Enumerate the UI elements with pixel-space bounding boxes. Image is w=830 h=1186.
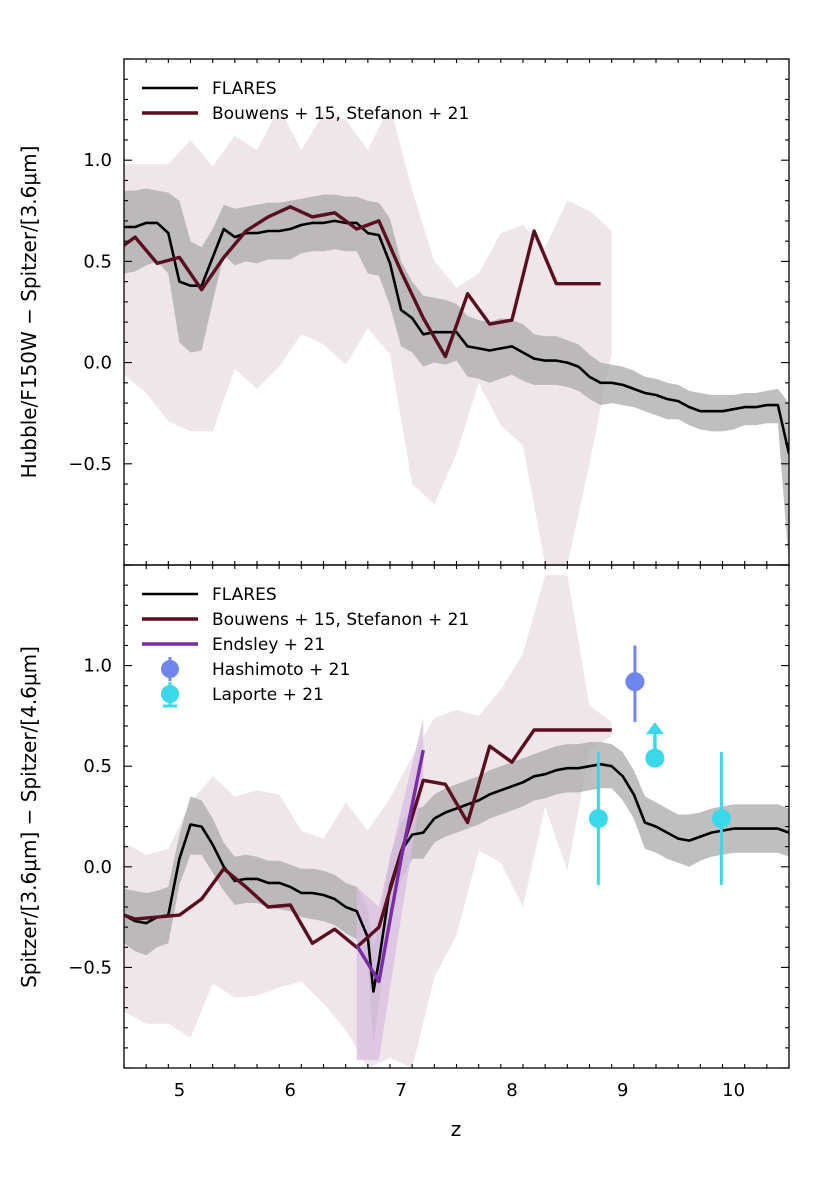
top-panel: −0.5 0.0 0.5 1.0 FLARES Bouwens + 15, Stefan…: [68, 58, 790, 566]
top-legend-label: FLARES: [212, 79, 277, 99]
top-legend-item-bouwens-15-stefanon-21: Bouwens + 15, Stefanon + 21: [142, 104, 469, 124]
bottom-legend-item-endsley-21: Endsley + 21: [142, 635, 325, 655]
bottom-x-tick-label: 9: [617, 1080, 628, 1101]
bottom-point-laporte-21-3: [711, 752, 731, 885]
bottom-x-tick-label: 5: [174, 1080, 185, 1101]
top-series-flares: [124, 219, 789, 454]
bottom-legend-label: FLARES: [212, 585, 277, 605]
bottom-legend-item-bouwens-15-stefanon-21: Bouwens + 15, Stefanon + 21: [142, 610, 469, 630]
x-axis-label: z: [451, 1117, 462, 1141]
bottom-plot-area: −0.5 0.0 0.5 1.0 5 6 7 8 9 10: [68, 564, 790, 1101]
bottom-point-laporte-21-1: [588, 752, 608, 885]
top-series-bouwens-15-stefanon-21: [124, 205, 601, 359]
bottom-y-tick-label: 0.0: [83, 857, 112, 878]
bottom-y-tick-label: −0.5: [68, 957, 112, 978]
bottom-legend-item-laporte-21: Laporte + 21: [161, 682, 324, 708]
top-y-tick-label: 0.0: [83, 353, 112, 374]
bottom-band-observed-scatter: [124, 575, 612, 1068]
bottom-legend-item-hashimoto-21: Hashimoto + 21: [161, 657, 350, 681]
bottom-legend-label: Hashimoto + 21: [212, 660, 350, 680]
bottom-point-hashimoto-21-0: [625, 645, 645, 722]
top-plot-content: [124, 105, 789, 565]
bottom-x-tick-label: 7: [395, 1080, 406, 1101]
bottom-legend: FLARES Bouwens + 15, Stefanon + 21 Endsley…: [142, 585, 469, 708]
bottom-x-tick-label: 8: [506, 1080, 517, 1101]
bottom-x-tick-label: 10: [722, 1080, 745, 1101]
bottom-legend-label: Endsley + 21: [212, 635, 325, 655]
top-legend: FLARES Bouwens + 15, Stefanon + 21: [142, 79, 469, 124]
bottom-x-tick-label: 6: [285, 1080, 296, 1101]
top-legend-label: Bouwens + 15, Stefanon + 21: [212, 104, 469, 124]
bottom-point-laporte-21-2: [645, 722, 665, 768]
bottom-series-endsley-21: [355, 749, 425, 984]
bottom-legend-item-flares: FLARES: [142, 585, 277, 605]
bottom-panel: −0.5 0.0 0.5 1.0 5 6 7 8 9 10 FLARES Bouwens + 15,…: [68, 564, 790, 1101]
bottom-y-tick-label: 0.5: [83, 756, 112, 777]
bottom-y-tick-label: 1.0: [83, 656, 112, 677]
top-y-tick-label: 0.5: [83, 251, 112, 272]
top-y-tick-label: −0.5: [68, 454, 112, 475]
bottom-legend-label: Bouwens + 15, Stefanon + 21: [212, 610, 469, 630]
top-y-tick-label: 1.0: [83, 150, 112, 171]
bottom-legend-label: Laporte + 21: [212, 685, 324, 705]
bottom-y-axis-label: Spitzer/[3.6μm] − Spitzer/[4.6μm]: [17, 646, 41, 988]
top-ticks: [123, 58, 790, 566]
bottom-ticks: [123, 564, 790, 1069]
bottom-series-bouwens-15-stefanon-21: [124, 728, 612, 949]
top-y-axis-label: Hubble/F150W − Spitzer/[3.6μm]: [17, 146, 41, 479]
top-legend-item-flares: FLARES: [142, 79, 277, 99]
top-plot-area: −0.5 0.0 0.5 1.0: [68, 58, 790, 566]
bottom-plot-content: [124, 575, 789, 1068]
